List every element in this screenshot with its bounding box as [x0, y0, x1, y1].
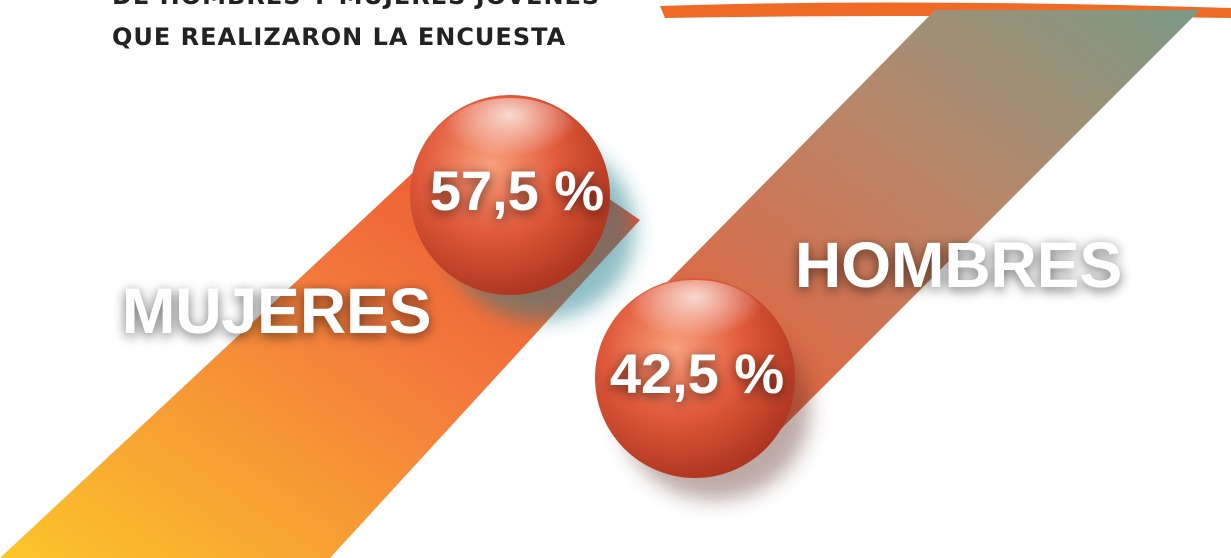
title-line: DE HOMBRES Y MUJERES JÓVENES	[112, 0, 600, 10]
infographic: % DE HOMBRES Y MUJERES JÓVENES QUE REALI…	[0, 0, 1231, 558]
percent-symbol: %	[10, 0, 90, 13]
label-women: MUJERES	[122, 275, 431, 347]
label-men: HOMBRES	[795, 229, 1122, 301]
page: {"header": {"symbol": "%", "title_lines"…	[0, 0, 1231, 558]
value-women: 57,5 %	[430, 159, 604, 222]
value-men: 42,5 %	[610, 342, 784, 405]
title-line: QUE REALIZARON LA ENCUESTA	[112, 23, 566, 51]
